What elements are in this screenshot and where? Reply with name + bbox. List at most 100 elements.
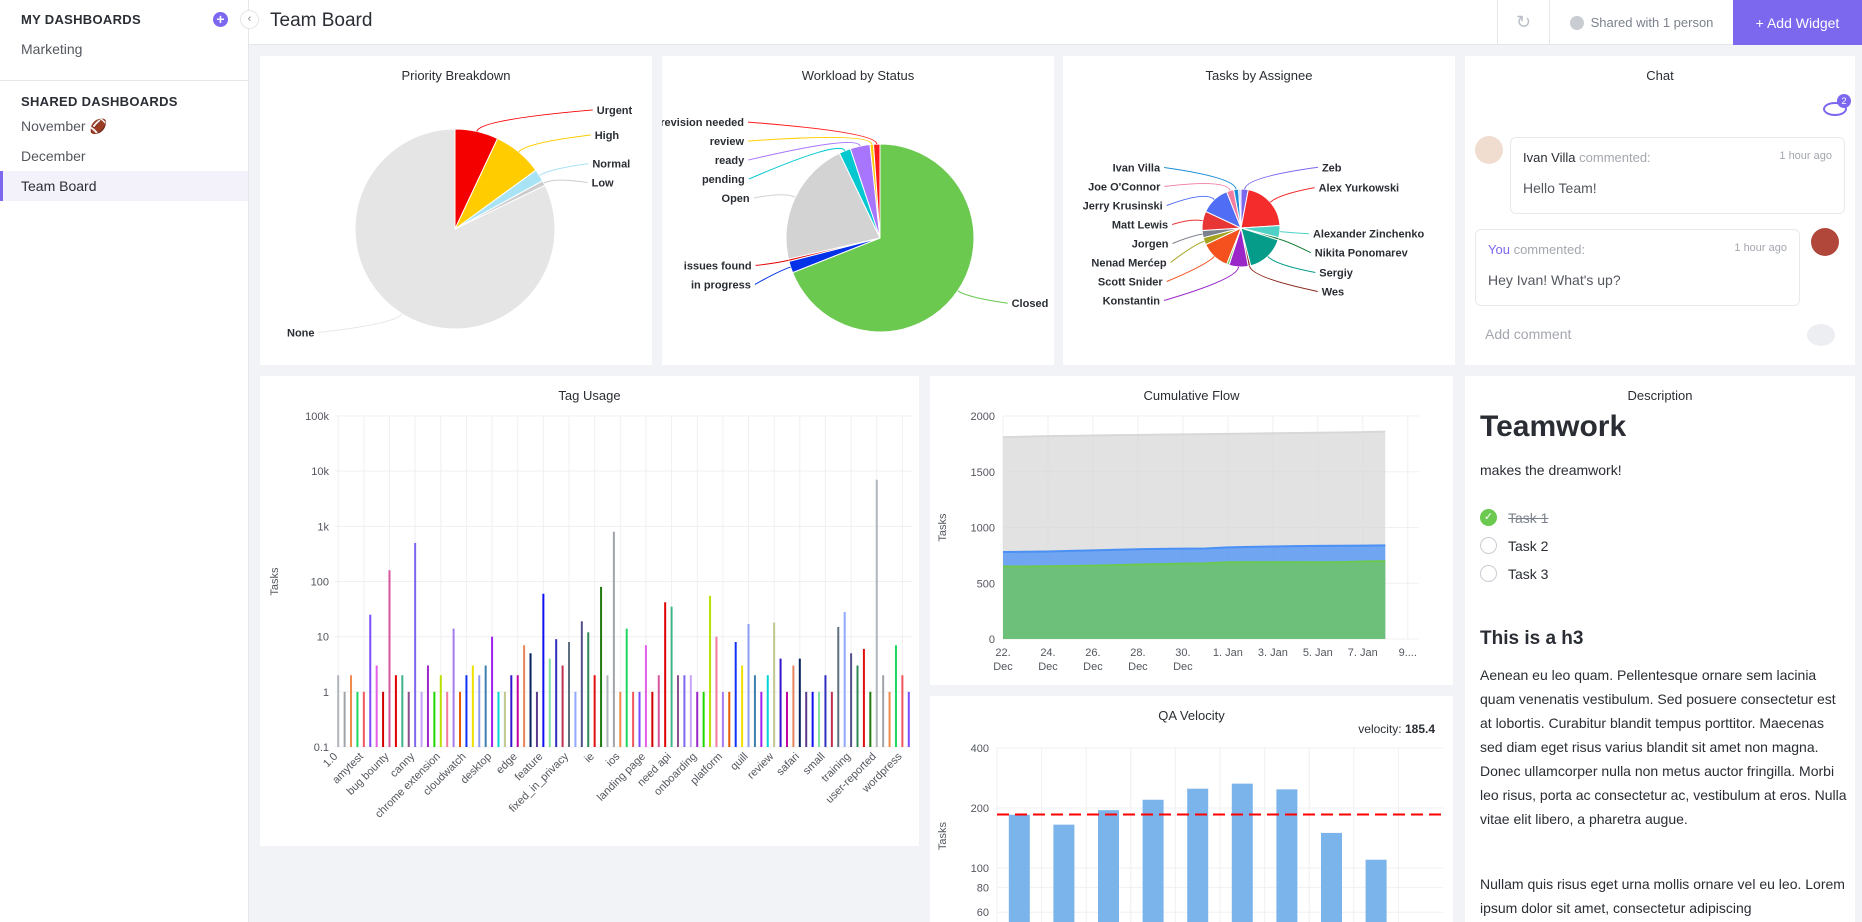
x-tick-label: 28. <box>1130 647 1145 659</box>
x-tick-label: Dec <box>1038 661 1058 673</box>
pie-label: issues found <box>684 260 752 272</box>
cumulative-flow-chart: 0 500 1000 1500 2000 22. Dec 24. Dec 26. Dec 28. Dec… <box>937 411 1419 673</box>
pie-label: Joe O'Connor <box>1088 181 1161 193</box>
pie-leader-line <box>1164 183 1231 191</box>
bar <box>452 628 455 747</box>
bar <box>337 675 340 747</box>
priority-breakdown-widget: Priority Breakdown Urgent High Normal Low No… <box>260 56 652 365</box>
x-tick-label: 1. Jan <box>1213 647 1243 659</box>
user-icon <box>1569 15 1584 30</box>
bar <box>728 691 731 747</box>
task-item[interactable]: ✓ Task 1 <box>1480 509 1548 526</box>
bar <box>1276 789 1298 922</box>
pie-label: review <box>710 136 745 148</box>
watchers-button[interactable]: 2 <box>1821 94 1851 118</box>
x-tick-label: Dec <box>993 661 1013 673</box>
bar <box>856 665 859 747</box>
task-label: Task 3 <box>1508 565 1549 582</box>
bar <box>811 691 814 747</box>
comment-input[interactable]: Add comment <box>1485 326 1572 342</box>
sidebar-item-november[interactable]: November 🏈 <box>21 118 107 134</box>
bar <box>491 636 494 747</box>
bar <box>446 691 449 747</box>
pie-leader-line <box>1166 195 1215 206</box>
message-time: 1 hour ago <box>1779 150 1832 162</box>
y-tick-label: 100k <box>305 411 329 423</box>
pie-leader-line <box>1244 166 1319 190</box>
comment-bubble-icon[interactable] <box>1807 324 1835 346</box>
y-tick-label: 1500 <box>971 467 995 479</box>
y-tick-label: 0 <box>989 634 995 646</box>
task-label: Task 2 <box>1508 537 1549 554</box>
cumulative-flow-widget: Cumulative Flow 0 500 1000 1500 2000 22. Dec 24… <box>930 376 1453 685</box>
workload-by-status-widget: Workload by Status Closed revision needed… <box>662 56 1054 365</box>
pie-leader-line <box>748 147 846 180</box>
x-tick-label: 7. Jan <box>1348 647 1378 659</box>
unchecked-icon[interactable] <box>1480 537 1497 554</box>
bar <box>593 675 596 747</box>
bar <box>766 675 769 747</box>
add-dashboard-button[interactable]: + <box>213 12 228 27</box>
bar <box>862 648 865 747</box>
pie-slice <box>791 143 975 333</box>
bar <box>894 645 897 747</box>
velocity-value: 185.4 <box>1404 722 1435 736</box>
bar <box>523 645 526 747</box>
widget-title: Workload by Status <box>801 68 915 83</box>
refresh-icon: ↻ <box>1515 12 1532 32</box>
sidebar-item-december[interactable]: December <box>21 148 86 164</box>
pie-label: Ivan Villa <box>1113 162 1161 174</box>
sidebar-item-team-board[interactable]: Team Board <box>0 171 248 201</box>
collapse-sidebar-button[interactable]: ‹ <box>240 10 259 29</box>
bar <box>497 691 500 747</box>
bar <box>1321 832 1342 922</box>
y-tick-label: 2000 <box>971 411 995 423</box>
chat-message: You commented: 1 hour ago Hey Ivan! What… <box>1475 229 1800 306</box>
pie-label: Urgent <box>597 105 633 117</box>
pie-label: Jorgen <box>1132 238 1169 250</box>
pie-leader-line <box>748 142 861 161</box>
bar <box>875 479 878 747</box>
pie-leader-line <box>753 194 796 199</box>
pie-label: Jerry Krusinski <box>1083 200 1163 212</box>
description-paragraph: Aenean eu leo quam. Pellentesque ornare … <box>1480 667 1847 827</box>
x-tick-label: Dec <box>1083 661 1103 673</box>
velocity-readout: velocity: 185.4 <box>1358 722 1435 736</box>
add-widget-button[interactable]: + Add Widget <box>1733 0 1862 45</box>
task-item[interactable]: Task 3 <box>1480 565 1548 582</box>
bar <box>356 691 359 747</box>
pie-slice <box>1240 189 1281 229</box>
bar <box>664 602 667 747</box>
y-tick-label: 400 <box>971 743 989 755</box>
x-tick-label: quill <box>728 751 750 773</box>
y-tick-label: 80 <box>977 882 989 894</box>
share-button[interactable]: Shared with 1 person <box>1549 0 1733 45</box>
checked-icon[interactable]: ✓ <box>1480 509 1497 526</box>
x-tick-label: 3. Jan <box>1258 647 1288 659</box>
unchecked-icon[interactable] <box>1480 565 1497 582</box>
bar <box>465 675 468 747</box>
bar <box>715 636 718 747</box>
pie-leader-line <box>1171 219 1203 225</box>
bar <box>792 665 795 747</box>
bar <box>529 653 532 747</box>
bar <box>805 691 808 747</box>
task-item[interactable]: Task 2 <box>1480 537 1548 554</box>
pie-label: Nikita Ponomarev <box>1315 248 1409 260</box>
refresh-button[interactable]: ↻ <box>1497 0 1549 45</box>
bar <box>401 675 404 747</box>
bar <box>375 665 378 747</box>
bar <box>350 675 353 747</box>
bar <box>555 639 558 747</box>
pie-slice <box>1238 188 1242 229</box>
qa-velocity-chart: 60 80 100 200 400 Tasks <box>937 743 1443 922</box>
bar <box>1008 814 1030 922</box>
bar <box>760 691 763 747</box>
avatar-ivan-villa <box>1475 136 1503 164</box>
task-label: Task 1 <box>1508 509 1549 526</box>
pie-leader-line <box>539 163 589 176</box>
qa-velocity-widget: QA Velocity velocity: 185.4 60 80 100 200 40… <box>930 696 1453 922</box>
sidebar-item-marketing[interactable]: Marketing <box>21 41 83 57</box>
pie-leader-line <box>957 290 1008 304</box>
